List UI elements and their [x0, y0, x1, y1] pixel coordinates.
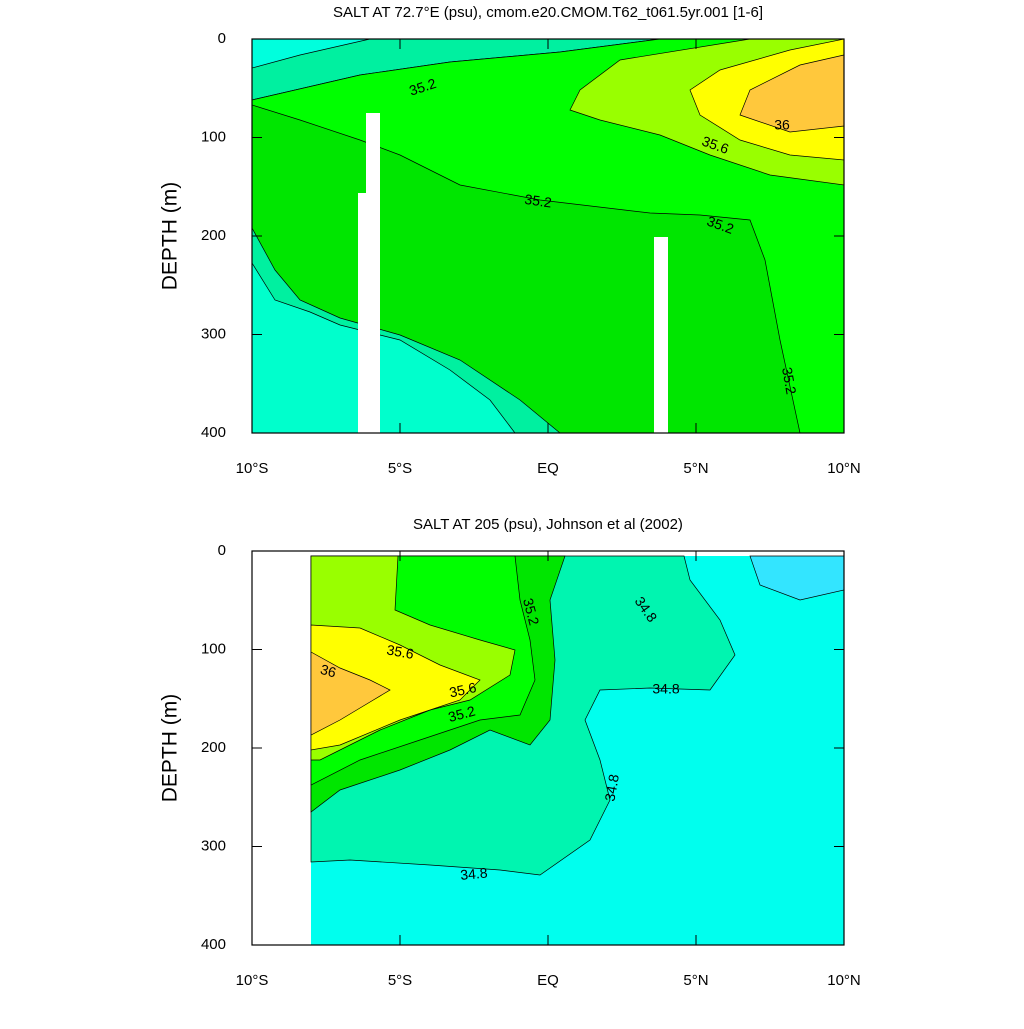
contour-label: 34.8 [601, 773, 622, 803]
y-tick-label: 200 [201, 227, 226, 244]
x-tick-label: EQ [537, 460, 559, 477]
y-tick-label: 0 [218, 542, 226, 559]
contour-label: 35.2 [524, 191, 553, 211]
missing-data [358, 193, 380, 433]
y-tick-label: 100 [201, 640, 226, 657]
x-tick-label: 5°S [388, 972, 412, 989]
y-tick-label: 300 [201, 325, 226, 342]
panel [310, 555, 845, 945]
contour-label: 35.6 [385, 641, 415, 662]
contour-label: 35.6 [448, 679, 478, 700]
x-tick-label: 10°N [827, 972, 861, 989]
contour-label: 35.2 [779, 366, 800, 396]
x-tick-label: 5°N [683, 972, 708, 989]
x-tick-label: 10°S [236, 460, 269, 477]
y-tick-label: 400 [201, 424, 226, 441]
y-tick-label: 400 [201, 936, 226, 953]
contour-label: 36 [319, 661, 338, 681]
contour-label: 35.2 [446, 702, 477, 725]
x-tick-label: 5°S [388, 460, 412, 477]
missing-data [654, 237, 668, 433]
contour-fill [310, 624, 481, 751]
chart-title: SALT AT 205 (psu), Johnson et al (2002) [413, 516, 683, 533]
x-tick-label: EQ [537, 972, 559, 989]
missing-data [366, 113, 380, 193]
y-tick-label: 300 [201, 837, 226, 854]
y-tick-label: 100 [201, 128, 226, 145]
chart-title: SALT AT 72.7°E (psu), cmom.e20.CMOM.T62_… [333, 4, 763, 21]
contour-label: 34.8 [460, 865, 489, 883]
contour-label: 35.2 [520, 596, 543, 627]
contour-fill [749, 555, 845, 601]
contour-label: 34.8 [652, 681, 679, 697]
contour-fill [310, 651, 391, 736]
x-tick-label: 10°S [236, 972, 269, 989]
x-tick-label: 5°N [683, 460, 708, 477]
x-tick-label: 10°N [827, 460, 861, 477]
y-tick-label: 0 [218, 30, 226, 47]
panel [251, 38, 845, 434]
y-axis-label: DEPTH (m) [159, 694, 182, 803]
contour-label: 36 [774, 117, 790, 133]
y-tick-label: 200 [201, 739, 226, 756]
y-axis-label: DEPTH (m) [159, 182, 182, 291]
